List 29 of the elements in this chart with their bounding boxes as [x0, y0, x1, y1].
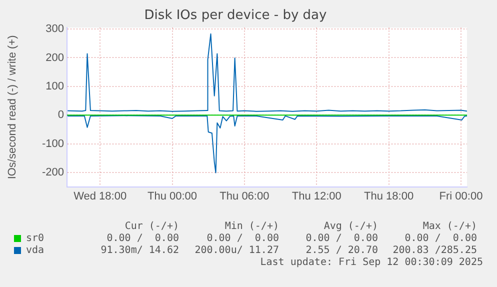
y-tick-label: -200	[42, 166, 64, 178]
x-tick-label: Thu 06:00	[220, 190, 270, 202]
y-tick-label: 200	[46, 52, 64, 64]
y-tick-label: 100	[46, 80, 64, 92]
text: 200.00u/ 11.27	[194, 245, 279, 256]
x-tick-label: Fri 00:00	[439, 190, 483, 202]
text: Cur (-/+)	[124, 221, 179, 232]
y-axis-title: IOs/second read (-) / write (+)	[6, 35, 19, 180]
text: 2.55 / 20.70	[306, 245, 378, 256]
x-tick-label: Wed 18:00	[74, 190, 127, 202]
text: 200.83 /285.25	[392, 245, 477, 256]
text: 0.00 / 0.00	[404, 233, 477, 244]
legend-label: vda	[26, 245, 44, 256]
text: 0.00 / 0.00	[106, 233, 179, 244]
y-tick-label: 0	[58, 109, 64, 122]
legend-label: sr0	[26, 233, 44, 244]
text: Last update: Fri Sep 12 00:30:09 2025	[260, 257, 483, 268]
text: Avg (-/+)	[324, 221, 378, 232]
x-tick-label: Thu 00:00	[147, 190, 198, 202]
chart-title: Disk IOs per device - by day	[144, 8, 328, 24]
y-tick-label: 300	[46, 23, 64, 36]
x-tick-label: Thu 18:00	[364, 190, 414, 202]
text: 0.00 / 0.00	[206, 233, 279, 244]
text: Max (-/+)	[422, 221, 477, 232]
text: Min (-/+)	[224, 221, 279, 232]
x-tick-label: Thu 12:00	[292, 190, 342, 202]
y-tick-label: -100	[42, 138, 64, 150]
text: 91.30m/ 14.62	[100, 245, 179, 256]
text: 0.00 / 0.00	[306, 233, 378, 244]
